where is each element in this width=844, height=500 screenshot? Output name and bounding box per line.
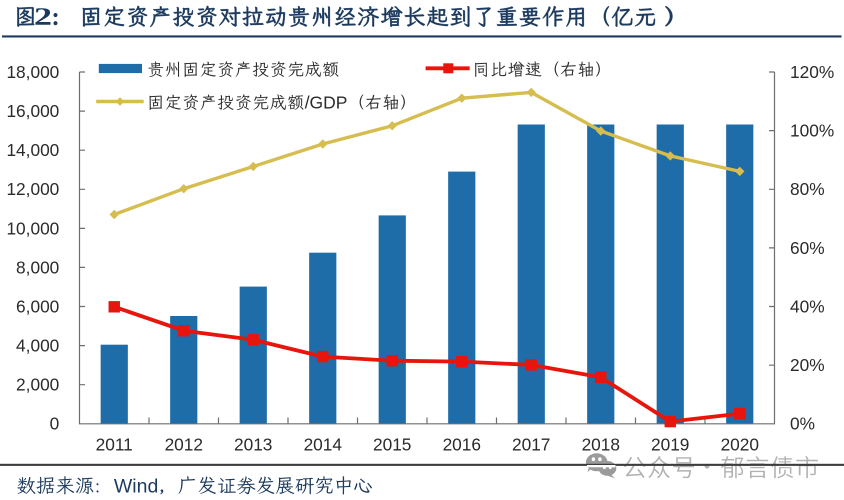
svg-text:80%: 80% [790,179,825,199]
svg-text:60%: 60% [790,238,825,258]
svg-text:8,000: 8,000 [16,257,59,277]
svg-text:40%: 40% [790,296,825,316]
svg-text:6,000: 6,000 [16,296,59,316]
svg-text:2019: 2019 [651,434,689,454]
svg-text:16,000: 16,000 [6,101,59,121]
svg-text:2016: 2016 [443,434,481,454]
svg-text:2020: 2020 [721,434,759,454]
svg-text:2018: 2018 [582,434,620,454]
svg-text:2011: 2011 [96,434,133,454]
svg-text:2015: 2015 [373,434,411,454]
svg-text:20%: 20% [790,355,825,375]
svg-text:4,000: 4,000 [16,336,59,356]
svg-text:120%: 120% [790,62,834,82]
svg-text:2017: 2017 [512,434,550,454]
svg-text:18,000: 18,000 [6,62,59,82]
svg-text:2014: 2014 [304,434,343,454]
svg-text:2,000: 2,000 [16,375,59,395]
svg-text:0: 0 [50,414,60,434]
svg-text:Wind: Wind [114,475,158,497]
svg-text:2013: 2013 [234,434,272,454]
svg-text:0%: 0% [790,414,815,434]
svg-text:14,000: 14,000 [6,140,59,160]
svg-text:/GDP: /GDP [305,92,348,112]
svg-text:10,000: 10,000 [6,218,59,238]
svg-text:12,000: 12,000 [6,179,59,199]
svg-text:2012: 2012 [165,434,203,454]
svg-text:100%: 100% [790,121,834,141]
